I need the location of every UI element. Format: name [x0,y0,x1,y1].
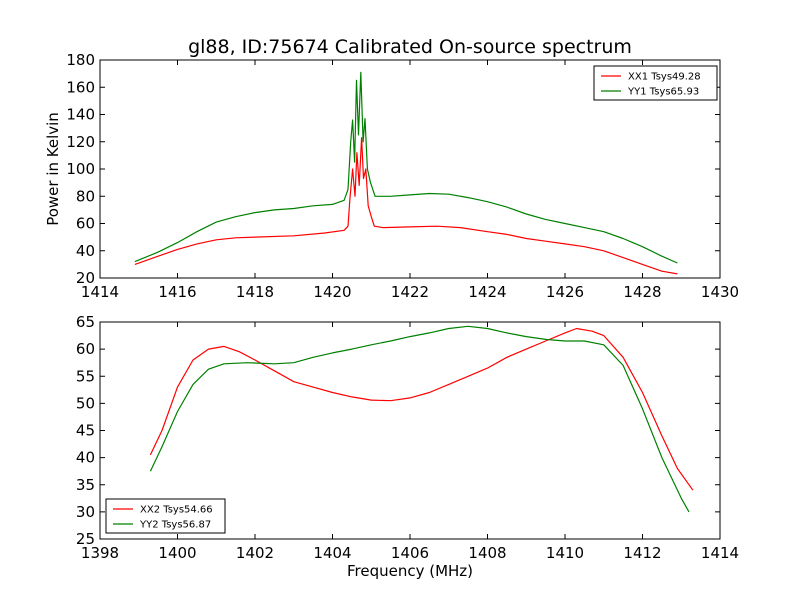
top-xtick-label: 1418 [236,283,274,301]
top-legend-label-1: XX1 Tsys49.28 [628,72,701,83]
figure-title: gl88, ID:75674 Calibrated On-source spec… [188,36,632,58]
top-xtick-label: 1426 [546,283,584,301]
bottom-ytick-label: 55 [76,367,95,385]
bottom-xtick-label: 1414 [701,544,739,562]
bottom-ytick-label: 65 [76,313,95,331]
bottom-xtick-label: 1402 [236,544,274,562]
bottom-xtick-label: 1412 [623,544,661,562]
top-ylabel: Power in Kelvin [44,112,62,226]
bottom-series-line-1 [149,327,694,491]
top-xtick-label: 1422 [391,283,429,301]
bottom-legend: XX2 Tsys54.66 YY2 Tsys56.87 [105,498,226,534]
top-xtick-label: 1424 [468,283,506,301]
bottom-xtick-label: 1404 [313,544,351,562]
top-ytick-label: 60 [76,215,95,233]
bottom-ytick-label: 40 [76,449,95,467]
bottom-ytick-label: 35 [76,476,95,494]
bottom-xtick-label: 1406 [391,544,429,562]
bottom-legend-box [105,498,226,534]
top-panel: Power in Kelvin 1414 1416 1418 1420 1422 1424… [44,51,739,301]
top-ytick-label: 40 [76,242,95,260]
top-ytick-label: 20 [76,269,95,287]
top-ytick-label: 180 [66,51,95,69]
bottom-xlabel: Frequency (MHz) [347,562,473,580]
bottom-legend-label-2: YY2 Tsys56.87 [139,520,211,531]
top-legend-box [593,65,718,101]
top-ytick-label: 100 [66,160,95,178]
top-series-line-2 [134,71,678,264]
top-legend-label-2: YY1 Tsys65.93 [627,87,699,98]
bottom-ytick-label: 25 [76,530,95,548]
top-xtick-label: 1416 [158,283,196,301]
bottom-ytick-label: 60 [76,340,95,358]
bottom-legend-label-1: XX2 Tsys54.66 [140,505,213,516]
top-ytick-label: 80 [76,187,95,205]
bottom-xtick-label: 1398 [81,544,119,562]
top-legend: XX1 Tsys49.28 YY1 Tsys65.93 [593,65,718,101]
bottom-xtick-label: 1400 [158,544,196,562]
top-xtick-label: 1414 [81,283,119,301]
top-xtick-label: 1430 [701,283,739,301]
bottom-panel: Frequency (MHz) 1398 1400 1402 1404 1406 1408… [76,313,739,580]
bottom-xtick-label: 1408 [468,544,506,562]
top-series-line-1 [134,137,678,275]
bottom-series-line-2 [149,325,690,513]
top-ytick-label: 140 [66,106,95,124]
top-xtick-label: 1428 [623,283,661,301]
bottom-ytick-label: 50 [76,394,95,412]
bottom-xtick-label: 1410 [546,544,584,562]
bottom-ytick-label: 45 [76,422,95,440]
top-ytick-label: 120 [66,133,95,151]
bottom-ytick-label: 30 [76,503,95,521]
top-ytick-label: 160 [66,78,95,96]
top-xtick-label: 1420 [313,283,351,301]
